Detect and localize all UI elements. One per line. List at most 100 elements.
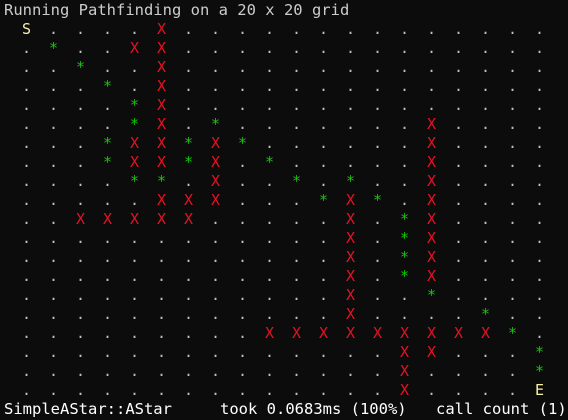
grid-cell-empty: . bbox=[372, 96, 383, 114]
grid-cell-empty: . bbox=[534, 134, 545, 152]
grid-cell-empty: . bbox=[453, 286, 464, 304]
grid-cell-empty: . bbox=[129, 305, 140, 323]
grid-cell-empty: . bbox=[129, 77, 140, 95]
grid-cell-empty: . bbox=[399, 115, 410, 133]
grid-cell-empty: . bbox=[237, 324, 248, 342]
grid-cell-empty: . bbox=[480, 20, 491, 38]
grid-cell-empty: . bbox=[345, 134, 356, 152]
grid-cell-empty: . bbox=[264, 305, 275, 323]
algorithm-name: SimpleAStar::AStar bbox=[4, 400, 172, 418]
grid-cell-empty: . bbox=[318, 381, 329, 399]
grid-cell-empty: . bbox=[183, 115, 194, 133]
grid-cell-empty: . bbox=[318, 229, 329, 247]
grid-cell-empty: . bbox=[534, 20, 545, 38]
grid-cell-empty: . bbox=[21, 362, 32, 380]
grid-cell-wall: X bbox=[156, 115, 167, 133]
grid-cell-path: * bbox=[534, 343, 545, 361]
grid-cell-empty: . bbox=[264, 381, 275, 399]
grid-cell-wall: X bbox=[399, 343, 410, 361]
grid-cell-empty: . bbox=[372, 77, 383, 95]
grid-cell-empty: . bbox=[237, 20, 248, 38]
grid-cell-empty: . bbox=[453, 172, 464, 190]
grid-cell-empty: . bbox=[264, 210, 275, 228]
grid-cell-wall: X bbox=[156, 134, 167, 152]
grid-cell-wall: X bbox=[426, 153, 437, 171]
grid-cell-wall: X bbox=[129, 153, 140, 171]
grid-cell-empty: . bbox=[156, 343, 167, 361]
grid-cell-empty: . bbox=[507, 153, 518, 171]
grid-cell-empty: . bbox=[480, 77, 491, 95]
grid-cell-empty: . bbox=[291, 77, 302, 95]
grid-cell-path: * bbox=[156, 172, 167, 190]
grid-cell-empty: . bbox=[453, 381, 464, 399]
grid-cell-wall: X bbox=[345, 229, 356, 247]
grid-cell-empty: . bbox=[48, 248, 59, 266]
grid-cell-empty: . bbox=[129, 248, 140, 266]
grid-cell-path: * bbox=[291, 172, 302, 190]
grid-cell-empty: . bbox=[75, 362, 86, 380]
grid-cell-empty: . bbox=[453, 343, 464, 361]
grid-cell-empty: . bbox=[21, 96, 32, 114]
grid-cell-empty: . bbox=[453, 58, 464, 76]
grid-cell-empty: . bbox=[75, 286, 86, 304]
grid-cell-empty: . bbox=[264, 248, 275, 266]
grid-cell-empty: . bbox=[291, 115, 302, 133]
grid-cell-empty: . bbox=[21, 39, 32, 57]
grid-cell-empty: . bbox=[183, 362, 194, 380]
grid-cell-empty: . bbox=[453, 267, 464, 285]
grid-cell-empty: . bbox=[480, 153, 491, 171]
grid-cell-empty: . bbox=[75, 229, 86, 247]
grid-cell-empty: . bbox=[48, 20, 59, 38]
grid-cell-empty: . bbox=[102, 267, 113, 285]
grid-cell-empty: . bbox=[507, 191, 518, 209]
grid-cell-empty: . bbox=[264, 286, 275, 304]
grid-cell-empty: . bbox=[507, 115, 518, 133]
grid-cell-empty: . bbox=[183, 20, 194, 38]
grid-cell-wall: X bbox=[291, 324, 302, 342]
grid-cell-empty: . bbox=[237, 77, 248, 95]
grid-cell-empty: . bbox=[156, 305, 167, 323]
grid-cell-wall: X bbox=[75, 210, 86, 228]
grid-cell-empty: . bbox=[129, 20, 140, 38]
grid-cell-wall: X bbox=[426, 191, 437, 209]
grid-cell-empty: . bbox=[318, 286, 329, 304]
grid-cell-empty: . bbox=[372, 153, 383, 171]
grid-cell-empty: . bbox=[318, 210, 329, 228]
grid-cell-empty: . bbox=[75, 77, 86, 95]
grid-cell-empty: . bbox=[237, 267, 248, 285]
grid-cell-empty: . bbox=[507, 229, 518, 247]
grid-cell-wall: X bbox=[210, 191, 221, 209]
grid-cell-empty: . bbox=[48, 191, 59, 209]
grid-cell-empty: . bbox=[507, 248, 518, 266]
grid-cell-path: * bbox=[210, 115, 221, 133]
grid-cell-empty: . bbox=[183, 305, 194, 323]
grid-cell-empty: . bbox=[480, 229, 491, 247]
grid-cell-wall: X bbox=[210, 153, 221, 171]
grid-cell-empty: . bbox=[372, 134, 383, 152]
grid-cell-wall: X bbox=[426, 210, 437, 228]
grid-cell-empty: . bbox=[291, 248, 302, 266]
grid-cell-start: S bbox=[21, 20, 32, 38]
grid-cell-empty: . bbox=[291, 39, 302, 57]
grid-cell-empty: . bbox=[75, 248, 86, 266]
grid-cell-empty: . bbox=[318, 172, 329, 190]
grid-cell-empty: . bbox=[291, 286, 302, 304]
grid-cell-empty: . bbox=[210, 324, 221, 342]
grid-cell-empty: . bbox=[183, 267, 194, 285]
grid-cell-empty: . bbox=[75, 267, 86, 285]
grid-cell-empty: . bbox=[129, 191, 140, 209]
grid-cell-empty: . bbox=[345, 77, 356, 95]
grid-cell-empty: . bbox=[291, 229, 302, 247]
grid-cell-empty: . bbox=[156, 229, 167, 247]
grid-cell-path: * bbox=[183, 134, 194, 152]
grid-cell-empty: . bbox=[291, 96, 302, 114]
grid-cell-empty: . bbox=[210, 305, 221, 323]
grid-cell-path: * bbox=[75, 58, 86, 76]
grid-cell-empty: . bbox=[318, 153, 329, 171]
grid-cell-empty: . bbox=[237, 115, 248, 133]
grid-cell-empty: . bbox=[21, 305, 32, 323]
grid-cell-empty: . bbox=[237, 362, 248, 380]
grid-cell-empty: . bbox=[75, 20, 86, 38]
grid-cell-empty: . bbox=[480, 210, 491, 228]
